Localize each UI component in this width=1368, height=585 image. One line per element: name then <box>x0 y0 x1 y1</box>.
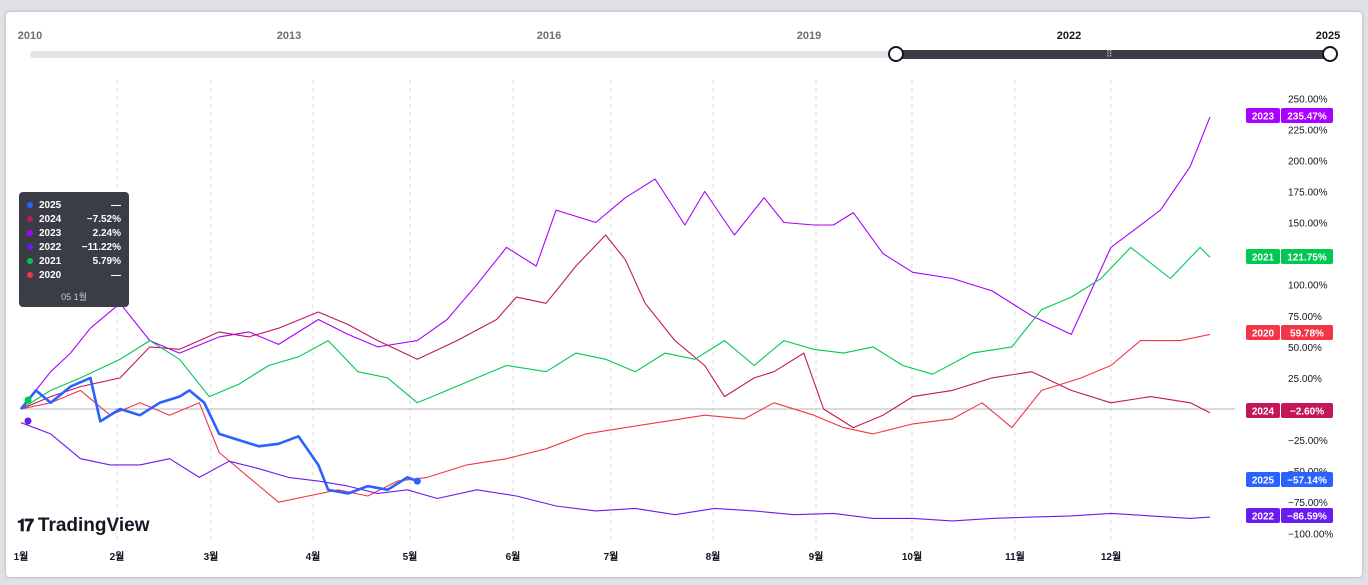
tooltip-value: — <box>111 269 121 281</box>
series-color-dot <box>27 230 33 236</box>
value-label-value-bg <box>1281 249 1333 264</box>
value-label-value-bg <box>1281 108 1333 123</box>
x-tick-label: 12월 <box>1101 551 1121 563</box>
series-line-2021 <box>20 246 1211 410</box>
y-tick-label: −75.00% <box>1288 498 1328 509</box>
y-tick-label: 100.00% <box>1288 281 1328 292</box>
x-tick-label: 6월 <box>506 551 521 563</box>
chart-card <box>6 12 1362 577</box>
drag-grip-icon[interactable]: ⠿ <box>1106 49 1113 59</box>
y-tick-label: 50.00% <box>1288 343 1322 354</box>
y-tick-label: 225.00% <box>1288 125 1328 136</box>
y-tick-label: 25.00% <box>1288 374 1322 385</box>
value-label-year: 2025 <box>1252 476 1275 487</box>
value-label-year-bg <box>1246 472 1280 487</box>
tooltip-year: 2023 <box>39 227 62 239</box>
x-tick-label: 9월 <box>809 551 824 563</box>
series-end-dot <box>413 477 421 485</box>
tooltip-row: 2020 — <box>27 269 121 281</box>
value-label-value: 121.75% <box>1287 253 1327 264</box>
series-line-2023 <box>20 116 1211 410</box>
value-label-value-bg <box>1281 472 1333 487</box>
value-label-year: 2020 <box>1252 329 1275 340</box>
tooltip-row: 2021 5.79% <box>27 255 121 267</box>
value-label-value: 59.78% <box>1290 329 1324 340</box>
value-label-year: 2024 <box>1252 407 1275 418</box>
value-label-year-bg <box>1246 325 1280 340</box>
x-tick-label: 3월 <box>204 551 219 563</box>
year-slider-track[interactable] <box>30 51 1330 58</box>
value-label-year: 2021 <box>1252 253 1275 264</box>
tooltip-row: 2023 2.24% <box>27 227 121 239</box>
series-color-dot <box>27 258 33 264</box>
year-tick: 2013 <box>276 30 302 42</box>
tooltip-date: 05 1월 <box>61 292 87 302</box>
value-label-value: −86.59% <box>1287 512 1327 523</box>
x-tick-label: 11월 <box>1005 551 1025 563</box>
tradingview-logo-icon: 𝟏𝟕 <box>17 516 34 535</box>
series-color-dot <box>27 244 33 250</box>
value-label-value-bg <box>1281 403 1333 418</box>
tooltip-value: 5.79% <box>92 255 121 267</box>
tooltip-year: 2025 <box>39 199 62 211</box>
x-tick-label: 7월 <box>604 551 619 563</box>
series-line-2022 <box>20 422 1211 522</box>
crosshair-tooltip: 05 1월 2025 — 2024 −7.52% 2023 2.24% 2022 −11.22… <box>19 192 129 307</box>
hover-marker <box>24 417 32 425</box>
year-tick: 2019 <box>796 30 822 42</box>
series-color-dot <box>27 216 33 222</box>
series-color-dot <box>27 272 33 278</box>
value-label-value: 235.47% <box>1287 112 1327 123</box>
value-label-year-bg <box>1246 508 1280 523</box>
tooltip-value: −11.22% <box>81 241 121 253</box>
year-slider-selected-range[interactable] <box>896 50 1330 59</box>
value-label-year-bg <box>1246 108 1280 123</box>
tooltip-year: 2022 <box>39 241 62 253</box>
x-tick-label: 10월 <box>902 551 922 563</box>
y-tick-label: −25.00% <box>1288 436 1328 447</box>
tooltip-row: 2022 −11.22% <box>27 241 121 253</box>
tooltip-value: −7.52% <box>86 213 121 225</box>
value-label-year-bg <box>1246 249 1280 264</box>
series-color-dot <box>27 202 33 208</box>
tooltip-value: — <box>111 199 121 211</box>
series-line-2024 <box>20 234 1211 429</box>
y-tick-label: 200.00% <box>1288 156 1328 167</box>
value-label-value: −57.14% <box>1287 476 1327 487</box>
logo-text: TradingView <box>37 515 150 536</box>
year-tick: 2016 <box>536 30 562 42</box>
x-tick-label: 1월 <box>14 551 29 563</box>
tradingview-logo[interactable]: 𝟏𝟕 TradingView <box>17 515 149 537</box>
tooltip-year: 2021 <box>39 255 62 267</box>
value-label-value: −2.60% <box>1290 407 1324 418</box>
x-tick-label: 8월 <box>706 551 721 563</box>
range-start-handle[interactable] <box>888 46 904 62</box>
x-tick-label: 2월 <box>110 551 125 563</box>
value-label-year: 2022 <box>1252 512 1275 523</box>
y-tick-label: 175.00% <box>1288 187 1328 198</box>
y-tick-label: 150.00% <box>1288 219 1328 230</box>
value-label-value-bg <box>1281 508 1333 523</box>
year-tick: 2010 <box>17 30 43 42</box>
value-label-value-bg <box>1281 325 1333 340</box>
value-label-year-bg <box>1246 403 1280 418</box>
tooltip-value: 2.24% <box>92 227 121 239</box>
value-label-year: 2023 <box>1252 112 1275 123</box>
tooltip-row: 2024 −7.52% <box>27 213 121 225</box>
y-tick-label: 250.00% <box>1288 94 1328 105</box>
x-tick-label: 4월 <box>306 551 321 563</box>
range-end-handle[interactable] <box>1322 46 1338 62</box>
hover-marker <box>24 396 32 404</box>
y-tick-label: 75.00% <box>1288 312 1322 323</box>
year-tick: 2022 <box>1056 30 1082 42</box>
x-tick-label: 5월 <box>403 551 418 563</box>
y-tick-label: −100.00% <box>1288 529 1333 540</box>
tooltip-year: 2020 <box>39 269 62 281</box>
tooltip-year: 2024 <box>39 213 62 225</box>
series-line-2025 <box>19 376 418 495</box>
year-tick: 2025 <box>1315 30 1341 42</box>
series-line-2020 <box>20 333 1211 503</box>
tooltip-row: 2025 — <box>27 199 121 211</box>
